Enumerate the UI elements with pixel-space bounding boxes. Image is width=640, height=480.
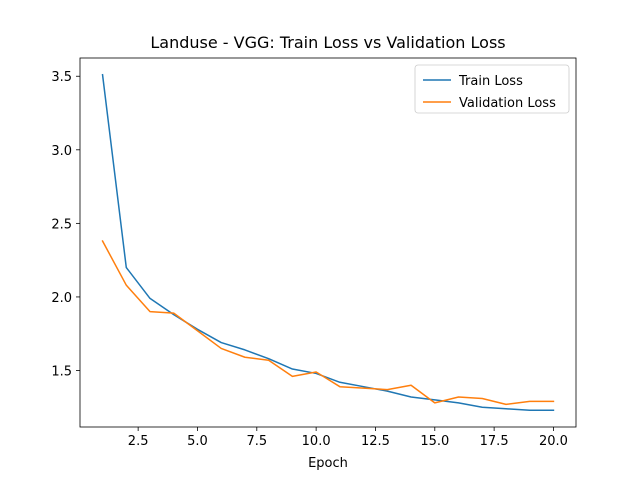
x-tick-label: 2.5 xyxy=(128,434,149,449)
y-tick-label: 3.5 xyxy=(51,70,72,85)
y-tick-label: 1.5 xyxy=(51,365,72,380)
x-tick-label: 20.0 xyxy=(539,434,568,449)
y-tick-label: 3.0 xyxy=(51,144,72,159)
chart-title: Landuse - VGG: Train Loss vs Validation … xyxy=(150,33,505,52)
train-loss-legend-label: Train Loss xyxy=(458,74,523,89)
x-tick-label: 12.5 xyxy=(361,434,390,449)
validation-loss-legend-label: Validation Loss xyxy=(459,96,556,111)
legend: Train Loss Validation Loss xyxy=(414,64,570,114)
train-loss-line xyxy=(101,73,555,411)
y-tick-label: 2.5 xyxy=(51,217,72,232)
plot-area: 2.5 5.0 7.5 10.0 12.5 15.0 17.5 20.0 1.5 2.0 2.5 3.… xyxy=(51,57,577,449)
axes-frame xyxy=(79,57,577,428)
y-tick-label: 2.0 xyxy=(51,291,72,306)
x-tick-label: 15.0 xyxy=(420,434,449,449)
x-tick-label: 7.5 xyxy=(246,434,267,449)
x-tick-label: 17.5 xyxy=(480,434,509,449)
x-tick-label: 10.0 xyxy=(302,434,331,449)
validation-loss-line xyxy=(101,240,555,406)
x-axis-label: Epoch xyxy=(308,456,348,471)
x-tick-label: 5.0 xyxy=(187,434,208,449)
legend-box xyxy=(414,64,570,114)
